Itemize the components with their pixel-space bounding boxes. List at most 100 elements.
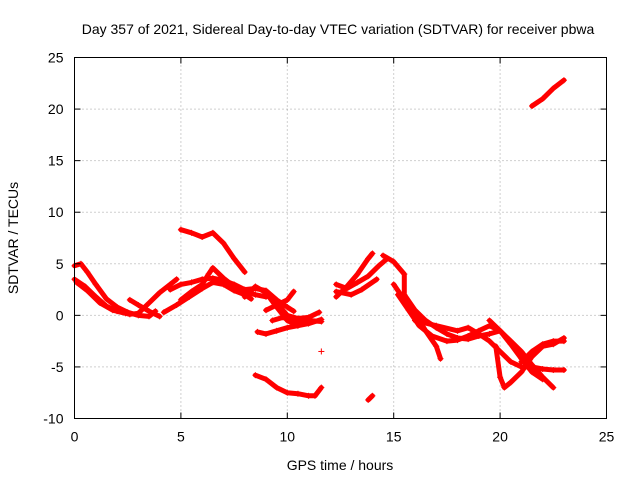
data-point (507, 379, 514, 386)
data-point (160, 309, 167, 316)
data-point (365, 273, 372, 280)
data-point (294, 390, 301, 397)
data-point (284, 296, 291, 303)
data-point (305, 392, 312, 399)
data-point (333, 288, 340, 295)
data-point (173, 302, 180, 309)
data-point (290, 308, 297, 315)
data-point (209, 264, 216, 271)
data-point (518, 348, 525, 355)
series-arc-24 (492, 335, 567, 391)
series-arc-3 (73, 279, 140, 318)
data-point (280, 314, 287, 321)
data-point (497, 374, 504, 381)
data-point (209, 229, 216, 236)
data-point (199, 281, 206, 288)
data-point (97, 299, 104, 306)
data-point (273, 327, 280, 334)
data-point (109, 307, 116, 314)
data-point (401, 271, 408, 278)
chart-title: Day 357 of 2021, Sidereal Day-to-day VTE… (82, 21, 595, 37)
data-point (263, 307, 270, 314)
data-point (231, 281, 238, 288)
x-tick-label: 25 (599, 429, 615, 445)
series-trace (263, 289, 297, 313)
data-point (365, 396, 372, 403)
data-point (145, 299, 152, 306)
data-point (188, 229, 195, 236)
data-point (177, 281, 184, 288)
series-arc-18 (333, 276, 380, 298)
data-point (273, 384, 280, 391)
data-point (333, 293, 340, 300)
data-point (390, 281, 397, 288)
data-point (199, 233, 206, 240)
x-tick-label: 15 (386, 429, 402, 445)
y-tick-label: 10 (48, 204, 64, 220)
data-point (333, 281, 340, 288)
data-point (135, 302, 142, 309)
data-point (199, 276, 206, 283)
y-tick-label: -5 (51, 359, 64, 375)
data-point (167, 281, 174, 288)
data-point (539, 95, 546, 102)
data-point (318, 384, 325, 391)
data-point (454, 327, 461, 334)
plot-frame (74, 57, 607, 419)
y-tick-label: -10 (43, 411, 63, 427)
data-point (241, 269, 248, 276)
data-point (241, 286, 248, 293)
data-point (560, 338, 567, 345)
data-point (156, 313, 163, 320)
data-point (354, 279, 361, 286)
series-arc-1 (71, 260, 159, 320)
series-arc-14 (177, 226, 248, 276)
data-point (188, 288, 195, 295)
series-trace (333, 256, 390, 291)
x-tick-label: 5 (177, 429, 185, 445)
data-point (305, 317, 312, 324)
series-trace (255, 323, 301, 337)
data-point (252, 372, 259, 379)
series-trace (529, 77, 567, 109)
data-point (405, 307, 412, 314)
data-point (518, 358, 525, 365)
data-point (486, 338, 493, 345)
data-point (126, 296, 133, 303)
data-point (394, 291, 401, 298)
data-point (311, 392, 318, 399)
data-point (343, 285, 350, 292)
data-point (433, 343, 440, 350)
data-point (145, 313, 152, 320)
data-point (263, 330, 270, 337)
series-arc-25 (518, 338, 567, 365)
data-point (454, 337, 461, 344)
series-trace (72, 261, 158, 319)
data-point (248, 295, 255, 302)
data-point (501, 384, 508, 391)
data-point (318, 318, 325, 325)
y-axis-label: SDTVAR / TECUs (5, 182, 21, 294)
series-arc-21 (394, 291, 557, 391)
data-point (290, 288, 297, 295)
data-point (539, 341, 546, 348)
series-trace (487, 318, 546, 382)
data-point (294, 322, 301, 329)
series-trace (365, 393, 375, 403)
data-point (550, 338, 557, 345)
data-point (433, 322, 440, 329)
data-point (390, 258, 397, 265)
data-point (205, 271, 212, 278)
data-point (465, 324, 472, 331)
data-point (269, 317, 276, 324)
data-point (254, 328, 261, 335)
data-point (486, 330, 493, 337)
data-point (177, 296, 184, 303)
data-point (550, 85, 557, 92)
y-tick-label: 0 (56, 307, 64, 323)
data-point (475, 330, 482, 337)
series-arc-11 (269, 314, 325, 325)
data-point (318, 348, 325, 355)
data-point (539, 365, 546, 372)
